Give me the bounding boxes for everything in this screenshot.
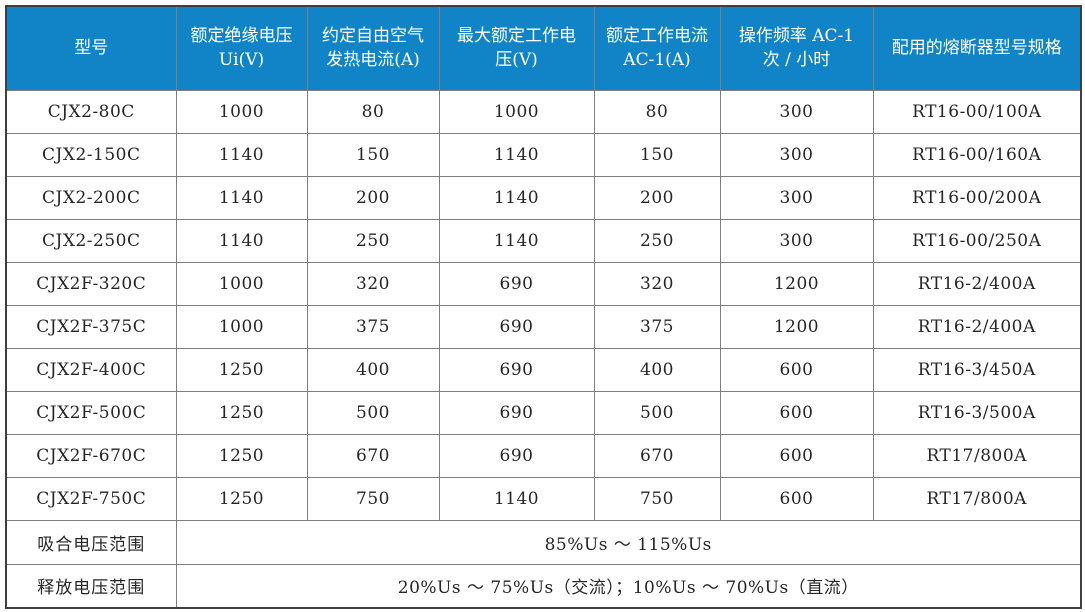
table-cell: 1200 — [719, 304, 874, 349]
table-row: CJX2F-400C 1250 400 690 400 600 RT16-3/450A — [5, 347, 1082, 392]
table-row: CJX2F-670C 1250 670 690 670 600 RT17/800A — [5, 433, 1082, 478]
table-cell: 690 — [438, 304, 595, 349]
table-cell: RT16-2/400A — [872, 261, 1082, 306]
table-cell: 250 — [306, 218, 440, 263]
table-cell: 400 — [593, 347, 721, 392]
column-header-model: 型号 — [5, 5, 177, 91]
table-cell: 690 — [438, 433, 595, 478]
column-header-work-current: 额定工作电流 AC-1(A) — [593, 5, 721, 91]
table-cell: 1250 — [175, 347, 308, 392]
pickup-voltage-label: 吸合电压范围 — [5, 519, 177, 565]
table-cell: 600 — [719, 347, 874, 392]
table-cell: CJX2F-320C — [5, 261, 177, 306]
table-header-row: 型号 额定绝缘电压 Ui(V) 约定自由空气发热电流(A) 最大额定工作电压(V… — [5, 5, 1082, 91]
table-cell: 150 — [593, 132, 721, 177]
table-cell: RT17/800A — [872, 433, 1082, 478]
table-cell: 1140 — [438, 175, 595, 220]
table-cell: 1140 — [175, 218, 308, 263]
table-row: CJX2F-375C 1000 375 690 375 1200 RT16-2/400A — [5, 304, 1082, 349]
table-cell: 400 — [306, 347, 440, 392]
table-row: CJX2-250C 1140 250 1140 250 300 RT16-00/250A — [5, 218, 1082, 263]
table-cell: 1140 — [175, 175, 308, 220]
table-cell: 300 — [719, 175, 874, 220]
table-cell: 690 — [438, 390, 595, 435]
column-header-fuse-spec: 配用的熔断器型号规格 — [872, 5, 1082, 91]
table-cell: 1200 — [719, 261, 874, 306]
table-cell: 150 — [306, 132, 440, 177]
table-cell: 1000 — [175, 89, 308, 134]
pickup-voltage-value: 85%Us ～ 115%Us — [175, 519, 1082, 565]
table-cell: 500 — [306, 390, 440, 435]
table-cell: 320 — [306, 261, 440, 306]
table-cell: CJX2F-375C — [5, 304, 177, 349]
table-cell: CJX2F-500C — [5, 390, 177, 435]
table-cell: 750 — [593, 476, 721, 521]
table-cell: 200 — [306, 175, 440, 220]
table-cell: 1250 — [175, 390, 308, 435]
table-row: CJX2-150C 1140 150 1140 150 300 RT16-00/160A — [5, 132, 1082, 177]
table-cell: 1140 — [175, 132, 308, 177]
contactor-spec-table: 型号 额定绝缘电压 Ui(V) 约定自由空气发热电流(A) 最大额定工作电压(V… — [5, 5, 1082, 609]
table-cell: CJX2F-400C — [5, 347, 177, 392]
table-cell: RT16-00/160A — [872, 132, 1082, 177]
table-cell: 1140 — [438, 476, 595, 521]
table-cell: 80 — [593, 89, 721, 134]
release-voltage-label: 释放电压范围 — [5, 563, 177, 609]
table-cell: 600 — [719, 433, 874, 478]
table-cell: 375 — [593, 304, 721, 349]
table-cell: 750 — [306, 476, 440, 521]
table-body: CJX2-80C 1000 80 1000 80 300 RT16-00/100A CJX2-… — [5, 89, 1082, 521]
table-cell: RT16-2/400A — [872, 304, 1082, 349]
table-cell: RT17/800A — [872, 476, 1082, 521]
table-cell: CJX2F-750C — [5, 476, 177, 521]
column-header-op-frequency: 操作频率 AC-1 次 / 小时 — [719, 5, 874, 91]
table-cell: CJX2-150C — [5, 132, 177, 177]
table-cell: CJX2-250C — [5, 218, 177, 263]
table-cell: 1000 — [175, 261, 308, 306]
column-header-max-work-volt: 最大额定工作电压(V) — [438, 5, 595, 91]
column-header-thermal-current: 约定自由空气发热电流(A) — [306, 5, 440, 91]
table-cell: 1250 — [175, 476, 308, 521]
table-cell: 1140 — [438, 218, 595, 263]
table-cell: 690 — [438, 261, 595, 306]
release-voltage-value: 20%Us ～ 75%Us（交流）；10%Us ～ 70%Us（直流） — [175, 563, 1082, 609]
table-row: CJX2-200C 1140 200 1140 200 300 RT16-00/200A — [5, 175, 1082, 220]
table-footer: 吸合电压范围 85%Us ～ 115%Us 释放电压范围 20%Us ～ 75%… — [5, 519, 1082, 609]
table-cell: 320 — [593, 261, 721, 306]
table-cell: 1000 — [438, 89, 595, 134]
table-cell: 500 — [593, 390, 721, 435]
table-cell: 1250 — [175, 433, 308, 478]
table-cell: RT16-00/250A — [872, 218, 1082, 263]
table-cell: 200 — [593, 175, 721, 220]
table-cell: 300 — [719, 132, 874, 177]
table-cell: CJX2-200C — [5, 175, 177, 220]
table-cell: CJX2-80C — [5, 89, 177, 134]
table-cell: RT16-3/500A — [872, 390, 1082, 435]
table-row: CJX2-80C 1000 80 1000 80 300 RT16-00/100A — [5, 89, 1082, 134]
table-row: CJX2F-320C 1000 320 690 320 1200 RT16-2/400A — [5, 261, 1082, 306]
table-row: CJX2F-500C 1250 500 690 500 600 RT16-3/500A — [5, 390, 1082, 435]
table-cell: 80 — [306, 89, 440, 134]
table-cell: 600 — [719, 476, 874, 521]
table-cell: RT16-00/200A — [872, 175, 1082, 220]
table-cell: 600 — [719, 390, 874, 435]
table-row: CJX2F-750C 1250 750 1140 750 600 RT17/800A — [5, 476, 1082, 521]
table-cell: 690 — [438, 347, 595, 392]
table-cell: 670 — [306, 433, 440, 478]
table-cell: 300 — [719, 218, 874, 263]
table-row-pickup-voltage: 吸合电压范围 85%Us ～ 115%Us — [5, 519, 1082, 565]
table-cell: 375 — [306, 304, 440, 349]
table-row-release-voltage: 释放电压范围 20%Us ～ 75%Us（交流）；10%Us ～ 70%Us（直… — [5, 563, 1082, 609]
table-cell: 670 — [593, 433, 721, 478]
table-cell: RT16-00/100A — [872, 89, 1082, 134]
table-cell: 1140 — [438, 132, 595, 177]
table-cell: CJX2F-670C — [5, 433, 177, 478]
table-cell: 1000 — [175, 304, 308, 349]
table-cell: 250 — [593, 218, 721, 263]
table-cell: 300 — [719, 89, 874, 134]
table-cell: RT16-3/450A — [872, 347, 1082, 392]
column-header-insulation-volt: 额定绝缘电压 Ui(V) — [175, 5, 308, 91]
